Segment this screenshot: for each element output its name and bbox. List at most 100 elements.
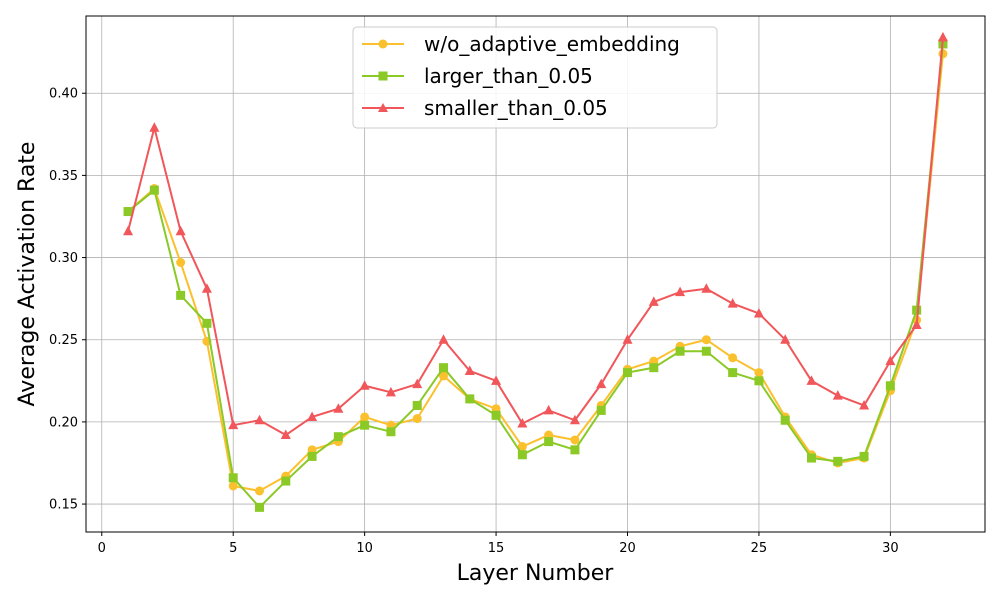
legend-marker bbox=[378, 103, 388, 112]
data-point bbox=[832, 390, 843, 400]
data-point bbox=[360, 420, 370, 430]
data-point bbox=[517, 442, 527, 452]
x-tick-label: 5 bbox=[229, 541, 237, 556]
data-point bbox=[544, 437, 554, 447]
y-tick-label: 0.30 bbox=[49, 251, 78, 266]
data-point bbox=[728, 353, 738, 363]
data-point bbox=[333, 403, 344, 413]
data-point bbox=[753, 307, 764, 318]
legend-marker bbox=[378, 39, 388, 49]
data-point bbox=[596, 378, 607, 389]
data-point bbox=[780, 415, 790, 425]
legend-entry: smaller_than_0.05 bbox=[362, 96, 608, 120]
data-point bbox=[386, 427, 396, 437]
x-tick-label: 15 bbox=[488, 541, 505, 556]
data-point bbox=[859, 399, 870, 410]
series-line bbox=[127, 37, 944, 437]
data-point bbox=[281, 476, 291, 486]
x-tick-label: 30 bbox=[882, 541, 899, 556]
data-point bbox=[465, 394, 475, 404]
data-point bbox=[728, 368, 738, 378]
legend-label: w/o_adaptive_embedding bbox=[424, 32, 680, 56]
x-axis-label: Layer Number bbox=[457, 561, 615, 586]
data-point bbox=[806, 375, 817, 385]
data-point bbox=[438, 363, 448, 373]
data-point bbox=[622, 334, 633, 344]
y-tick-label: 0.15 bbox=[49, 498, 78, 513]
data-point bbox=[123, 207, 133, 217]
y-tick-label: 0.20 bbox=[49, 415, 78, 430]
data-point bbox=[754, 376, 764, 386]
data-point bbox=[412, 400, 422, 410]
data-point bbox=[649, 363, 659, 373]
legend-marker bbox=[378, 71, 388, 81]
legend-label: larger_than_0.05 bbox=[424, 64, 593, 88]
data-point bbox=[701, 283, 712, 293]
data-point bbox=[175, 225, 186, 236]
data-point bbox=[438, 371, 448, 381]
legend-label: smaller_than_0.05 bbox=[424, 96, 608, 120]
data-point bbox=[701, 335, 711, 345]
data-point bbox=[570, 435, 580, 445]
legend: w/o_adaptive_embedding larger_than_0.05 … bbox=[352, 26, 718, 129]
data-point bbox=[412, 378, 423, 389]
data-point bbox=[675, 346, 685, 356]
data-point bbox=[885, 381, 895, 391]
data-point bbox=[807, 453, 817, 463]
legend-entry: larger_than_0.05 bbox=[362, 64, 593, 88]
data-point bbox=[911, 319, 922, 329]
y-tick-label: 0.40 bbox=[49, 87, 78, 102]
data-point bbox=[149, 122, 160, 132]
data-point bbox=[385, 386, 396, 397]
data-point bbox=[570, 445, 580, 455]
series-larger_than_0.05 bbox=[123, 39, 948, 512]
data-point bbox=[780, 334, 791, 344]
data-point bbox=[937, 31, 948, 42]
data-point bbox=[359, 380, 370, 390]
data-point bbox=[228, 419, 239, 430]
data-point bbox=[885, 355, 896, 366]
data-point bbox=[254, 502, 264, 512]
data-point bbox=[254, 414, 265, 425]
data-point bbox=[176, 290, 186, 300]
data-point bbox=[491, 410, 501, 420]
plot-frame bbox=[85, 15, 986, 533]
ticks: 0 5 10 15 20 25 30 0.15 0.20 0.25 0.30 0.35 0.40 bbox=[49, 87, 899, 556]
data-point bbox=[280, 429, 291, 440]
series-smaller_than_0.05 bbox=[123, 31, 948, 440]
data-point bbox=[333, 432, 343, 442]
data-point bbox=[727, 298, 738, 308]
data-point bbox=[464, 365, 475, 375]
data-point bbox=[228, 473, 238, 483]
data-point bbox=[254, 486, 264, 496]
data-point bbox=[701, 346, 711, 356]
legend-box bbox=[352, 26, 718, 129]
data-point bbox=[833, 456, 843, 466]
data-point bbox=[517, 418, 528, 428]
series-layer bbox=[123, 31, 948, 512]
x-tick-label: 10 bbox=[356, 541, 373, 556]
data-point bbox=[675, 286, 686, 297]
data-point bbox=[648, 296, 659, 306]
data-point bbox=[859, 451, 869, 461]
legend-entry: w/o_adaptive_embedding bbox=[362, 32, 680, 56]
data-point bbox=[201, 283, 212, 293]
data-point bbox=[754, 368, 764, 378]
y-tick-label: 0.25 bbox=[49, 333, 78, 348]
data-point bbox=[412, 414, 422, 424]
data-point bbox=[517, 450, 527, 460]
data-point bbox=[569, 414, 580, 425]
data-point bbox=[596, 405, 606, 415]
data-point bbox=[307, 411, 318, 421]
data-point bbox=[307, 451, 317, 461]
data-point bbox=[149, 185, 159, 195]
data-point bbox=[491, 375, 502, 385]
data-point bbox=[623, 368, 633, 378]
data-point bbox=[202, 318, 212, 328]
data-point bbox=[228, 481, 238, 491]
y-axis-label: Average Activation Rate bbox=[15, 142, 40, 407]
data-point bbox=[438, 334, 449, 344]
data-point bbox=[123, 225, 134, 236]
